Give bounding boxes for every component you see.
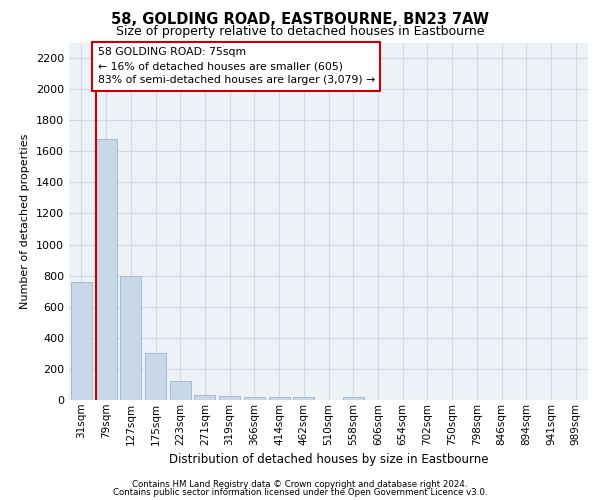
Text: 58, GOLDING ROAD, EASTBOURNE, BN23 7AW: 58, GOLDING ROAD, EASTBOURNE, BN23 7AW <box>111 12 489 28</box>
Bar <box>120 276 141 400</box>
Bar <box>170 382 191 400</box>
Bar <box>244 397 265 400</box>
Bar <box>219 396 240 400</box>
Bar <box>343 397 364 400</box>
Text: Size of property relative to detached houses in Eastbourne: Size of property relative to detached ho… <box>116 25 484 38</box>
Bar <box>194 394 215 400</box>
Bar <box>145 354 166 400</box>
Text: Contains HM Land Registry data © Crown copyright and database right 2024.: Contains HM Land Registry data © Crown c… <box>132 480 468 489</box>
Text: Contains public sector information licensed under the Open Government Licence v3: Contains public sector information licen… <box>113 488 487 497</box>
Bar <box>293 397 314 400</box>
Y-axis label: Number of detached properties: Number of detached properties <box>20 134 31 309</box>
Bar <box>95 139 116 400</box>
X-axis label: Distribution of detached houses by size in Eastbourne: Distribution of detached houses by size … <box>169 453 488 466</box>
Text: 58 GOLDING ROAD: 75sqm
← 16% of detached houses are smaller (605)
83% of semi-de: 58 GOLDING ROAD: 75sqm ← 16% of detached… <box>98 47 375 85</box>
Bar <box>71 282 92 400</box>
Bar <box>269 397 290 400</box>
